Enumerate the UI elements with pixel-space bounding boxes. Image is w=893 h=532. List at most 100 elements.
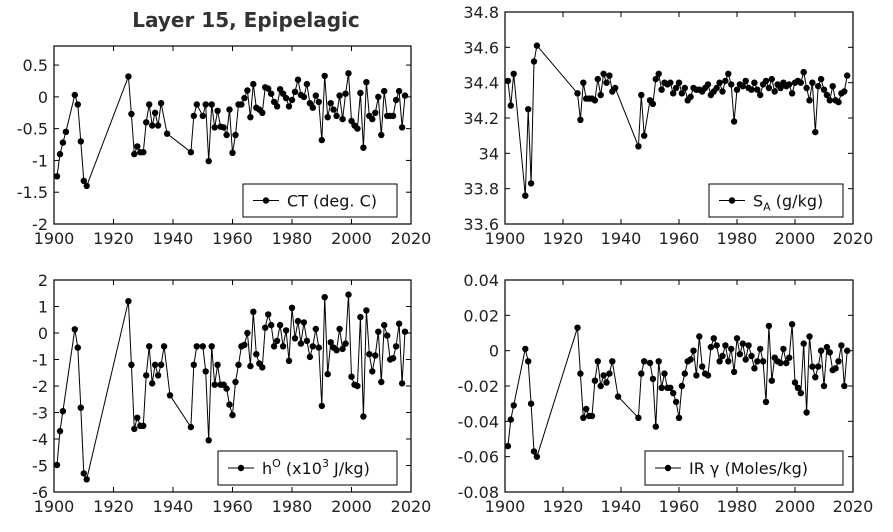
- data-point: [71, 91, 79, 99]
- data-point: [672, 398, 680, 406]
- data-point: [74, 344, 82, 351]
- data-point: [330, 106, 337, 113]
- x-tick-label: 1960: [212, 229, 253, 248]
- legend-label-rest: (g/kg): [771, 192, 824, 211]
- data-point: [699, 363, 706, 370]
- y-tick-label: -0.02: [458, 377, 499, 396]
- data-point: [187, 423, 195, 431]
- data-point: [577, 116, 584, 124]
- data-point: [300, 93, 308, 101]
- data-point: [149, 380, 156, 387]
- data-point: [381, 321, 388, 329]
- y-tick-label: -0.08: [458, 483, 499, 502]
- x-tick-label: 1900: [34, 229, 75, 248]
- data-point: [140, 149, 147, 156]
- y-tick-label: -0.06: [458, 448, 499, 467]
- data-point: [401, 92, 409, 99]
- data-point: [739, 340, 746, 347]
- data-point: [324, 370, 331, 378]
- data-point: [205, 157, 212, 165]
- data-point: [719, 352, 726, 360]
- chart-panel-3: 1900 1920 1940 1960 1980 2000 2020 -6 -5 -4 -3 -2 -1…: [32, 271, 431, 516]
- legend-marker: [237, 464, 245, 472]
- data-point: [733, 86, 741, 93]
- data-point: [241, 94, 248, 102]
- data-point: [527, 400, 535, 407]
- data-point: [600, 372, 607, 379]
- data-point: [199, 343, 206, 350]
- data-point: [757, 345, 764, 353]
- x-tick-label: 1960: [659, 497, 700, 516]
- data-point: [336, 92, 343, 99]
- data-point: [59, 408, 67, 415]
- data-point: [220, 124, 227, 131]
- data-point: [800, 68, 807, 76]
- data-point: [678, 382, 686, 390]
- y-tick-label: 2: [38, 271, 48, 290]
- data-point: [247, 114, 254, 121]
- data-point: [765, 84, 773, 92]
- data-point: [736, 351, 744, 358]
- data-point: [273, 337, 281, 345]
- legend-label-mid: (x10: [281, 459, 322, 478]
- data-point: [282, 94, 290, 102]
- data-point: [128, 110, 135, 118]
- data-point: [324, 114, 331, 121]
- data-point: [321, 294, 328, 301]
- data-point: [80, 470, 88, 477]
- data-point: [728, 81, 735, 88]
- legend-marker: [262, 197, 270, 204]
- y-tick-label: 0: [489, 342, 499, 361]
- data-point: [291, 335, 299, 342]
- data-point: [844, 72, 851, 79]
- data-point: [157, 100, 165, 107]
- data-point: [788, 90, 796, 97]
- data-point: [815, 83, 822, 90]
- data-point: [321, 72, 328, 80]
- data-point: [533, 453, 541, 460]
- data-point: [208, 343, 215, 350]
- legend-label-greek: γ: [710, 459, 719, 478]
- data-point: [259, 109, 266, 117]
- data-point: [276, 321, 284, 329]
- data-point: [591, 377, 599, 384]
- data-point: [360, 413, 367, 420]
- data-point: [131, 425, 138, 433]
- data-point: [751, 365, 758, 372]
- data-point: [157, 361, 165, 368]
- data-point: [303, 337, 311, 345]
- data-point: [229, 149, 236, 156]
- data-point: [652, 423, 659, 430]
- data-point: [250, 308, 257, 315]
- data-point: [687, 93, 694, 101]
- data-point: [146, 343, 153, 350]
- x-tick-label: 1980: [272, 497, 313, 516]
- data-point: [226, 106, 233, 113]
- data-point: [759, 358, 767, 365]
- data-point: [265, 311, 272, 318]
- data-point: [710, 335, 717, 342]
- data-point: [745, 342, 752, 349]
- data-point: [652, 75, 659, 83]
- data-point: [820, 382, 828, 390]
- data-point: [268, 90, 275, 97]
- data-point: [309, 343, 316, 350]
- data-point: [375, 93, 382, 101]
- data-point: [522, 192, 529, 199]
- data-point: [641, 132, 648, 139]
- data-point: [303, 80, 311, 88]
- data-point: [713, 342, 720, 349]
- data-point: [401, 328, 409, 335]
- legend: hO (x103 J/kg): [217, 450, 398, 486]
- data-point: [725, 358, 732, 365]
- data-point: [232, 131, 239, 139]
- data-point: [357, 313, 364, 321]
- data-point: [510, 402, 517, 409]
- y-tick-label: 34.2: [463, 109, 499, 128]
- data-point: [768, 377, 775, 384]
- data-point: [74, 101, 82, 108]
- data-point: [832, 365, 839, 372]
- y-tick-label: 33.8: [463, 180, 499, 199]
- data-point: [306, 353, 314, 361]
- data-point: [791, 379, 799, 386]
